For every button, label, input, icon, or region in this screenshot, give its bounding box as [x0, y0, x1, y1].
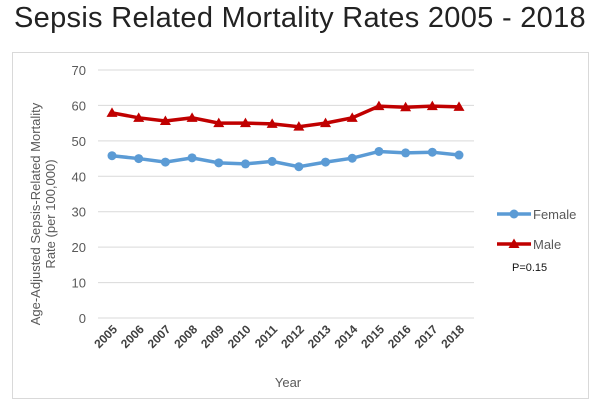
data-point-female — [267, 156, 277, 166]
data-point-male — [453, 101, 465, 111]
data-point-male — [159, 115, 171, 126]
y-tick-label: 50 — [72, 134, 86, 149]
page-title: Sepsis Related Mortality Rates 2005 - 20… — [14, 2, 586, 34]
x-tick-label: 2005 — [91, 322, 120, 351]
y-tick-label: 70 — [72, 63, 86, 78]
x-tick-label: 2013 — [305, 322, 334, 351]
data-point-female — [427, 147, 437, 157]
data-point-female — [240, 159, 250, 169]
data-point-male — [400, 101, 412, 112]
x-tick-label: 2007 — [145, 322, 174, 351]
x-tick-label: 2012 — [278, 322, 307, 351]
legend-label-female: Female — [533, 207, 576, 222]
y-tick-label: 30 — [72, 205, 86, 220]
y-tick-label: 0 — [79, 311, 86, 326]
x-tick-label: 2008 — [171, 322, 200, 351]
data-point-female — [321, 157, 331, 167]
data-point-male — [346, 112, 358, 122]
x-tick-label: 2010 — [225, 322, 254, 351]
legend-label-male: Male — [533, 237, 561, 252]
data-point-female — [160, 157, 170, 167]
x-axis-label: Year — [275, 375, 302, 390]
data-point-female — [214, 158, 224, 168]
data-point-male — [373, 100, 385, 111]
data-point-male — [133, 112, 145, 122]
data-point-female — [401, 148, 411, 158]
x-tick-label: 2009 — [198, 322, 227, 351]
data-point-female — [134, 154, 144, 164]
data-point-male — [266, 118, 278, 128]
legend-marker-female — [509, 209, 519, 219]
data-point-male — [320, 117, 332, 128]
data-point-male — [426, 100, 438, 111]
x-tick-label: 2006 — [118, 322, 147, 351]
chart-frame — [12, 52, 589, 399]
y-tick-label: 20 — [72, 240, 86, 255]
data-point-female — [294, 162, 304, 172]
data-point-male — [106, 107, 118, 117]
p-value-annotation: P=0.15 — [512, 262, 548, 274]
x-tick-label: 2016 — [385, 322, 414, 351]
x-tick-label: 2014 — [332, 322, 361, 351]
x-tick-label: 2015 — [358, 322, 387, 351]
series-line-male — [111, 104, 460, 129]
data-point-male — [239, 117, 251, 128]
x-tick-label: 2011 — [252, 322, 281, 351]
y-tick-label: 40 — [72, 169, 86, 184]
data-point-female — [187, 153, 197, 163]
data-point-female — [454, 150, 464, 160]
y-tick-label: 60 — [72, 98, 86, 113]
legend-marker-male — [508, 238, 520, 248]
data-point-female — [374, 146, 384, 156]
y-axis-label: Age-Adjusted Sepsis-Related MortalityRat… — [28, 102, 58, 325]
data-point-male — [293, 121, 305, 131]
data-point-female — [107, 151, 117, 161]
x-tick-label: 2018 — [438, 322, 467, 351]
y-tick-label: 10 — [72, 276, 86, 291]
data-point-female — [347, 153, 357, 163]
x-tick-label: 2017 — [412, 322, 441, 351]
data-point-male — [186, 112, 198, 122]
data-point-male — [213, 117, 225, 128]
